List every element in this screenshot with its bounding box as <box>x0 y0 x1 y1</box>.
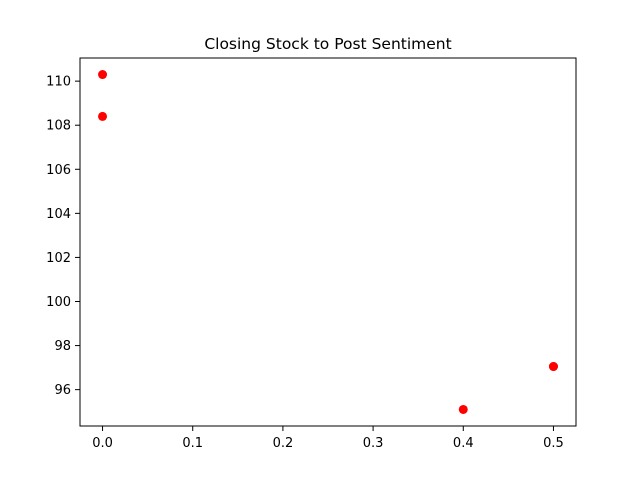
data-points <box>98 70 558 414</box>
y-tick-label: 96 <box>54 383 71 398</box>
scatter-point <box>98 70 108 80</box>
x-tick-label: 0.5 <box>543 436 564 451</box>
plot-frame <box>79 57 577 427</box>
scatter-point <box>548 362 558 372</box>
y-tick-label: 98 <box>54 339 71 354</box>
x-tick-label: 0.1 <box>182 436 203 451</box>
y-tick-label: 106 <box>46 163 71 178</box>
x-tick-label: 0.4 <box>453 436 474 451</box>
x-tick-label: 0.3 <box>363 436 384 451</box>
axis-ticks: 0.0 0.1 0.2 0.3 0.4 0.5 96 98 100 102 104 106 108 110 <box>46 75 564 451</box>
y-tick-label: 104 <box>46 207 71 222</box>
chart-title: Closing Stock to Post Sentiment <box>204 35 451 53</box>
y-tick-label: 100 <box>46 295 71 310</box>
x-tick-label: 0.2 <box>273 436 294 451</box>
scatter-point <box>98 111 108 121</box>
y-tick-label: 102 <box>46 251 71 266</box>
x-tick-label: 0.0 <box>92 436 113 451</box>
scatter-point <box>458 404 468 414</box>
y-tick-label: 110 <box>46 75 71 90</box>
y-tick-label: 108 <box>46 119 71 134</box>
